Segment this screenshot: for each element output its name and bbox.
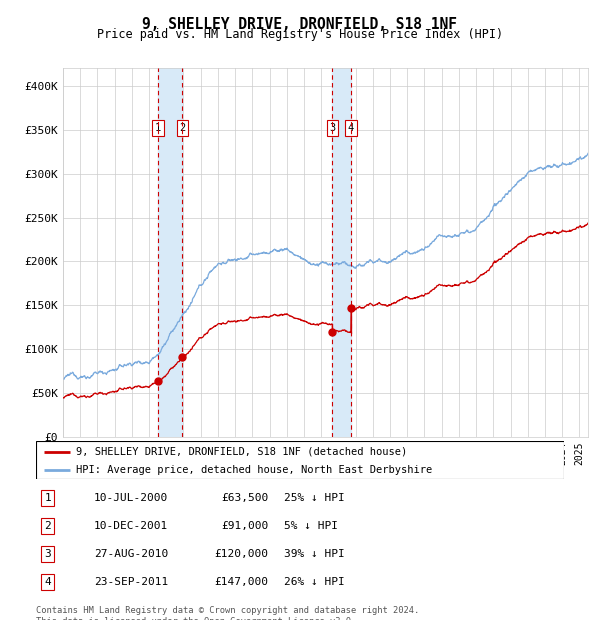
Text: 25% ↓ HPI: 25% ↓ HPI (284, 493, 345, 503)
Text: 27-AUG-2010: 27-AUG-2010 (94, 549, 169, 559)
Text: 2: 2 (179, 123, 185, 133)
Text: £147,000: £147,000 (214, 577, 268, 587)
Text: £63,500: £63,500 (221, 493, 268, 503)
Text: 39% ↓ HPI: 39% ↓ HPI (284, 549, 345, 559)
Bar (332, 68, 351, 437)
Text: 4: 4 (348, 123, 354, 133)
Text: 4: 4 (44, 577, 51, 587)
Text: 10-DEC-2001: 10-DEC-2001 (94, 521, 169, 531)
Text: 26% ↓ HPI: 26% ↓ HPI (284, 577, 345, 587)
Text: 10-JUL-2000: 10-JUL-2000 (94, 493, 169, 503)
Text: 3: 3 (44, 549, 51, 559)
Text: £91,000: £91,000 (221, 521, 268, 531)
Text: 9, SHELLEY DRIVE, DRONFIELD, S18 1NF: 9, SHELLEY DRIVE, DRONFIELD, S18 1NF (143, 17, 458, 32)
Text: 3: 3 (329, 123, 335, 133)
Text: 5% ↓ HPI: 5% ↓ HPI (284, 521, 338, 531)
Text: Price paid vs. HM Land Registry's House Price Index (HPI): Price paid vs. HM Land Registry's House … (97, 28, 503, 41)
Text: 9, SHELLEY DRIVE, DRONFIELD, S18 1NF (detached house): 9, SHELLEY DRIVE, DRONFIELD, S18 1NF (de… (76, 447, 407, 457)
Text: 1: 1 (44, 493, 51, 503)
Bar (158, 68, 182, 437)
Text: 1: 1 (155, 123, 161, 133)
Text: £120,000: £120,000 (214, 549, 268, 559)
Text: HPI: Average price, detached house, North East Derbyshire: HPI: Average price, detached house, Nort… (76, 466, 432, 476)
Text: 23-SEP-2011: 23-SEP-2011 (94, 577, 169, 587)
Text: 2: 2 (44, 521, 51, 531)
Text: Contains HM Land Registry data © Crown copyright and database right 2024.
This d: Contains HM Land Registry data © Crown c… (36, 606, 419, 620)
